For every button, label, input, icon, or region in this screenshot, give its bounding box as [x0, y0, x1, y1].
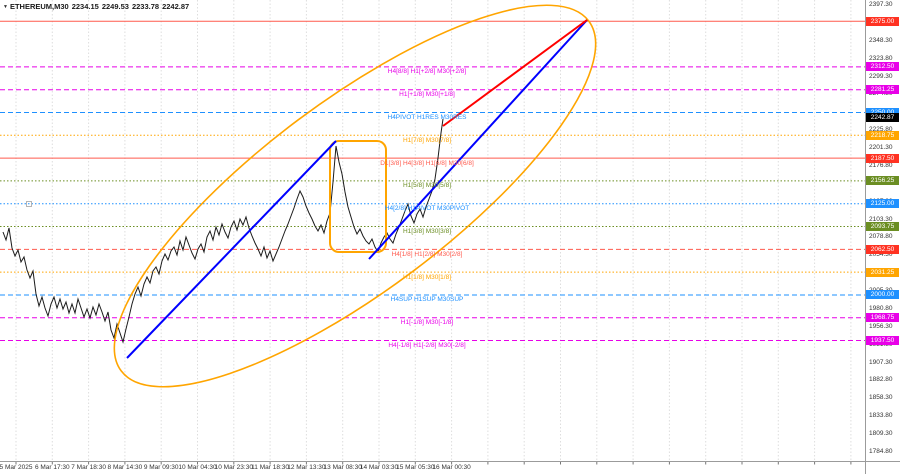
pivot-level-label: H4[1/8] H1[2/8] M30[2/8] — [391, 250, 463, 258]
time-axis-label: 6 Mar 17:30 — [34, 464, 70, 471]
acceleration-line[interactable] — [442, 19, 588, 127]
price-axis-label: 1833.80 — [869, 412, 893, 420]
consolidation-box[interactable] — [329, 140, 387, 253]
price-axis-level-box: 2156.25 — [866, 176, 899, 186]
time-axis-label: 15 Mar 05:30 — [396, 464, 435, 471]
time-axis-label: 7 Mar 18:30 — [71, 464, 106, 471]
ohlc-low: 2233.78 — [131, 2, 160, 11]
time-axis-label: 12 Mar 13:30 — [287, 464, 326, 471]
pivot-level-label: H4PIVOT H1RES M30RES — [387, 113, 467, 121]
pivot-level-label: H4[8/8] H1[+2/8] M30[+2/8] — [387, 68, 467, 76]
price-axis-label: 2054.30 — [869, 251, 893, 259]
current-price-box: 2242.87 — [866, 113, 899, 123]
price-axis-label: 1956.30 — [869, 322, 893, 330]
price-axis-level-box: 2250.00 — [866, 107, 899, 117]
pivot-level-label: H1[7/8] M30[7/8] — [402, 136, 452, 144]
price-axis-label: 2348.30 — [869, 36, 893, 44]
ohlc-high: 2249.53 — [101, 2, 129, 11]
price-axis-level-box: 2281.25 — [866, 85, 899, 95]
pivot-level-label: D1[3/8] H4[3/8] H1[6/8] M30[6/8] — [380, 159, 474, 167]
time-axis-label: 14 Mar 03:30 — [359, 464, 399, 471]
time-axis-label: 10 Mar 23:30 — [214, 464, 253, 471]
price-axis-label: 1858.30 — [869, 394, 893, 402]
pivot-level-label: H1[1/8] M30[1/8] — [402, 273, 452, 281]
price-axis-label: 2397.30 — [869, 1, 893, 8]
object-anchor-marker[interactable] — [26, 201, 32, 207]
uptrend-line-second[interactable] — [368, 19, 588, 260]
price-axis-level-box: 2093.75 — [866, 222, 899, 232]
price-axis-level-box: 2375.00 — [866, 16, 899, 26]
price-axis-label: 1809.30 — [869, 430, 893, 438]
pivot-level-label: H1[3/8] M30[3/8] — [402, 228, 452, 236]
pivot-level-label: H1[5/8] M30[5/8] — [402, 182, 452, 190]
chart-title: ▼ ETHEREUM,M30 2234.15 2249.53 2233.78 2242.8… — [3, 2, 192, 11]
price-axis-level-box: 1937.50 — [866, 336, 899, 346]
time-axis-label: 8 Mar 14:30 — [107, 464, 143, 471]
time-axis-label: 9 Mar 09:30 — [143, 464, 179, 471]
price-axis-level-box: 2062.50 — [866, 244, 899, 254]
price-axis-label: 2225.80 — [869, 126, 893, 134]
pivot-level-label: H1[+1/8] M30[+1/8] — [399, 91, 455, 99]
pivot-level-label: H1[-1/8] M30[-1/8] — [400, 319, 454, 327]
ohlc-close: 2242.87 — [162, 2, 190, 11]
pivot-level-label: H4SUP H1SUP M30SUP — [390, 296, 464, 304]
price-axis-level-box: 2031.25 — [866, 267, 899, 277]
time-axis-label: 5 Mar 2025 — [0, 464, 33, 471]
price-axis-label: 2201.30 — [869, 144, 893, 152]
pivot-level-label: H4[-1/8] H1[-2/8] M30[-2/8] — [388, 342, 466, 350]
title-marker-icon: ▼ — [3, 4, 8, 10]
price-axis-level-box: 2218.75 — [866, 130, 899, 140]
price-axis-label: 1980.80 — [869, 304, 893, 312]
uptrend-line-major[interactable] — [126, 140, 337, 359]
price-axis-label: 2176.80 — [869, 161, 893, 169]
price-axis-level-box: 1968.75 — [866, 313, 899, 323]
price-axis-label: 1907.30 — [869, 358, 893, 366]
price-axis-level-box: 2312.50 — [866, 62, 899, 72]
price-axis-level-box: 2125.00 — [866, 199, 899, 209]
time-axis-label: 11 Mar 18:30 — [251, 464, 290, 471]
chart-symbol-period: ETHEREUM,M30 — [9, 2, 69, 11]
price-axis-label: 2299.30 — [869, 72, 893, 80]
price-axis-label: 1784.80 — [869, 448, 893, 455]
price-axis-label: 1882.80 — [869, 376, 893, 384]
price-axis-label: 2323.80 — [869, 54, 893, 62]
price-axis-level-box: 2187.50 — [866, 153, 899, 163]
ohlc-open: 2234.15 — [71, 2, 99, 11]
price-axis-level-box: 2000.00 — [866, 290, 899, 300]
pivot-level-label: H4[2/8] H1PIVOT M30PIVOT — [384, 205, 470, 213]
time-axis-label: 10 Mar 04:30 — [178, 464, 217, 471]
time-axis-label: 13 Mar 08:30 — [323, 464, 362, 471]
time-axis-separator — [0, 461, 900, 462]
price-series-path — [2, 118, 444, 344]
price-axis-label: 2103.30 — [869, 215, 893, 223]
trend-ellipse[interactable] — [64, 0, 645, 447]
price-axis-separator — [865, 0, 866, 474]
time-axis-label: 16 Mar 00:30 — [432, 464, 471, 471]
price-axis-label: 2078.80 — [869, 233, 893, 241]
